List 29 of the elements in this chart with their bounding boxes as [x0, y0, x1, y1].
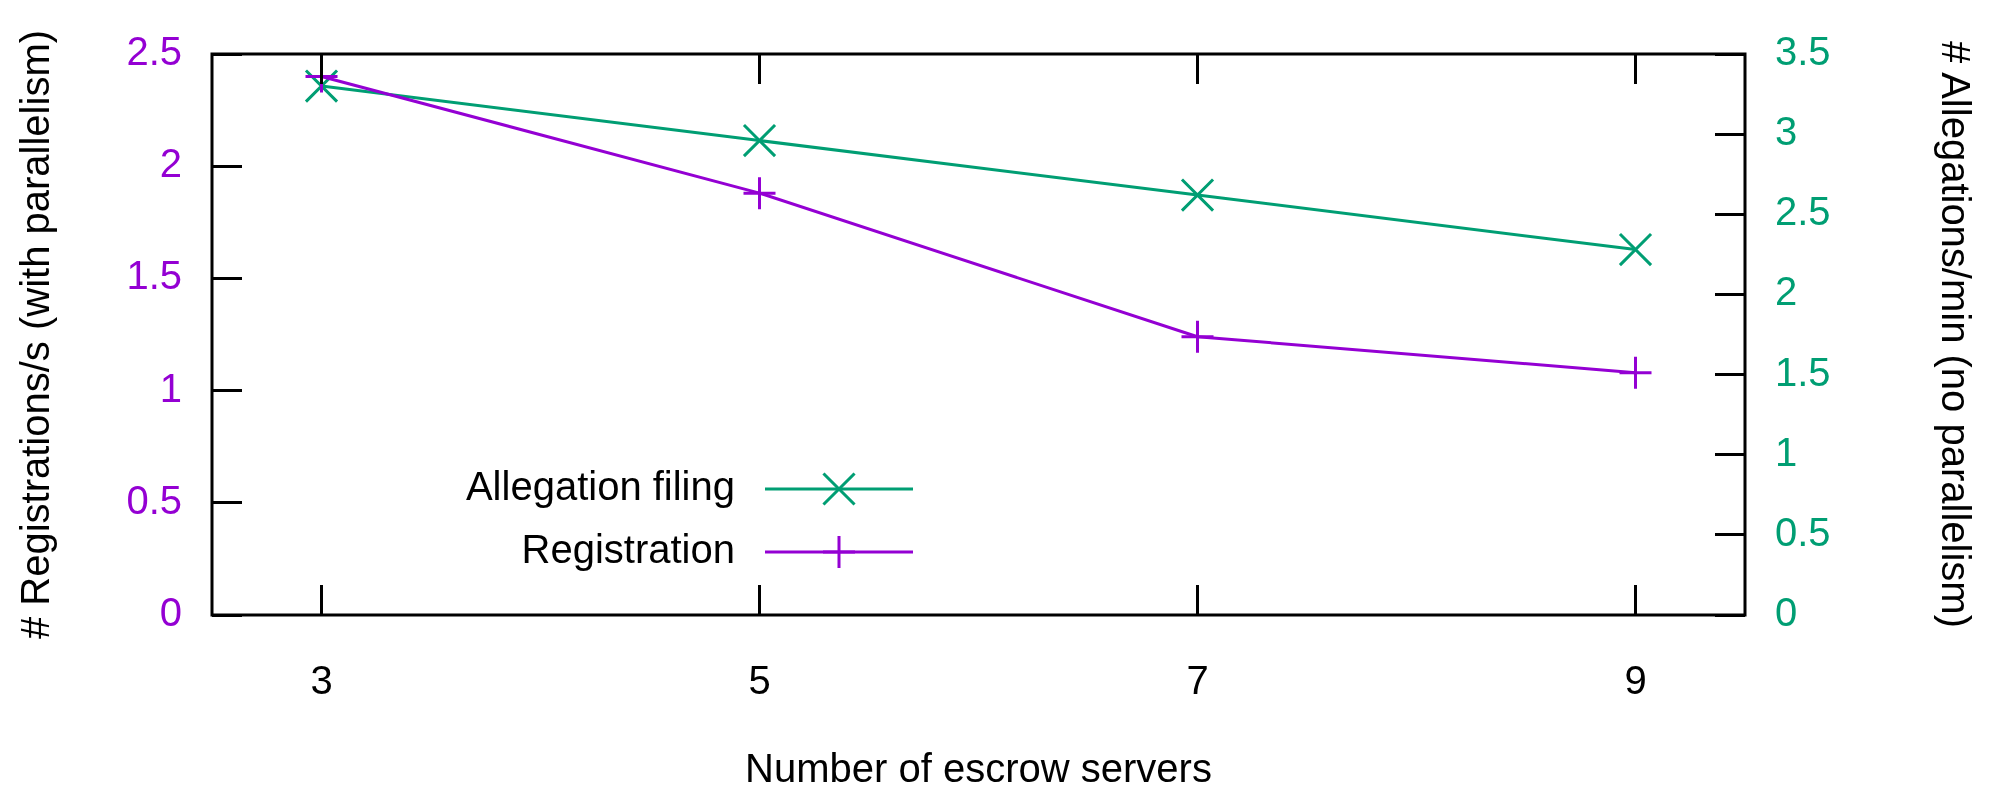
- point: [1619, 356, 1652, 389]
- point: [1181, 320, 1214, 353]
- y-tick-label: 0.5: [126, 477, 182, 522]
- y-tick-label: 2: [159, 141, 182, 186]
- point: [1180, 178, 1215, 213]
- x-tick-label: 7: [1186, 658, 1209, 703]
- point: [742, 123, 777, 158]
- y-axis-title: # Registrations/s (with parallelism): [13, 29, 58, 640]
- y2-axis-title: # Allegations/min (no parallelism): [1933, 41, 1978, 628]
- y2-tick-label: 2.5: [1775, 189, 1831, 234]
- legend-label: Registration: [521, 527, 735, 572]
- x-tick-label: 3: [310, 658, 333, 703]
- y2-tick-label: 1: [1775, 429, 1798, 474]
- x-axis-title: Number of escrow servers: [745, 746, 1212, 791]
- y-tick-label: 1: [159, 365, 182, 410]
- y2-tick-label: 1.5: [1775, 349, 1831, 394]
- point: [1618, 232, 1653, 267]
- legend-label: Allegation filing: [465, 464, 735, 509]
- y2-tick-label: 2: [1775, 269, 1798, 314]
- y2-tick-label: 0.5: [1775, 509, 1831, 554]
- y-tick-label: 1.5: [126, 253, 182, 298]
- point: [743, 177, 776, 210]
- y-tick-label: 0: [159, 590, 182, 635]
- y2-tick-label: 3.5: [1775, 29, 1831, 74]
- x-tick-label: 5: [748, 658, 771, 703]
- y2-tick-label: 3: [1775, 109, 1798, 154]
- x-tick-label: 9: [1624, 658, 1647, 703]
- y2-tick-label: 0: [1775, 590, 1798, 635]
- y-tick-label: 2.5: [126, 29, 182, 74]
